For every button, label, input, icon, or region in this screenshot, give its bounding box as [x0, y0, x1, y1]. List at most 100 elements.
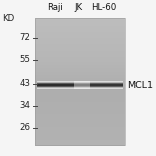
- Bar: [35, 90, 125, 92]
- Bar: [35, 110, 125, 112]
- Bar: [35, 35, 125, 37]
- Bar: [35, 127, 125, 129]
- Bar: [90, 87, 123, 88]
- Bar: [35, 124, 125, 125]
- Bar: [35, 42, 125, 44]
- Bar: [35, 68, 125, 69]
- Bar: [35, 19, 125, 21]
- Bar: [35, 58, 125, 60]
- Bar: [35, 63, 125, 65]
- Text: 43: 43: [20, 80, 30, 88]
- Bar: [35, 130, 125, 132]
- Bar: [35, 31, 125, 32]
- Bar: [35, 102, 125, 103]
- Bar: [35, 49, 125, 50]
- Bar: [35, 29, 125, 30]
- Bar: [90, 82, 123, 83]
- Bar: [35, 125, 125, 127]
- Bar: [35, 62, 125, 64]
- Bar: [74, 83, 90, 84]
- Bar: [35, 74, 125, 76]
- Bar: [35, 76, 125, 78]
- Bar: [35, 131, 125, 133]
- Bar: [35, 71, 125, 73]
- Bar: [35, 52, 125, 53]
- Bar: [74, 87, 90, 88]
- Bar: [90, 84, 123, 85]
- Bar: [35, 61, 125, 63]
- Bar: [35, 123, 125, 124]
- Text: Raji: Raji: [47, 3, 63, 12]
- Bar: [35, 60, 125, 62]
- Text: HL-60: HL-60: [91, 3, 116, 12]
- Bar: [35, 136, 125, 138]
- Bar: [35, 34, 125, 35]
- Bar: [35, 38, 125, 40]
- Bar: [35, 122, 125, 123]
- Bar: [35, 85, 125, 86]
- Bar: [74, 84, 90, 85]
- Bar: [35, 109, 125, 111]
- Bar: [35, 70, 125, 71]
- Bar: [35, 129, 125, 131]
- Bar: [35, 93, 125, 95]
- Bar: [35, 53, 125, 54]
- Text: 34: 34: [20, 102, 30, 110]
- Bar: [35, 104, 125, 105]
- Bar: [35, 56, 125, 58]
- Bar: [35, 65, 125, 66]
- Bar: [35, 69, 125, 70]
- Bar: [35, 96, 125, 98]
- Bar: [35, 36, 125, 38]
- Bar: [35, 134, 125, 136]
- Bar: [35, 67, 125, 68]
- Bar: [35, 91, 125, 93]
- Bar: [90, 83, 123, 84]
- Bar: [74, 85, 90, 86]
- Bar: [35, 78, 125, 80]
- Bar: [35, 101, 125, 102]
- Bar: [90, 83, 123, 84]
- Bar: [35, 144, 125, 146]
- Bar: [35, 133, 125, 135]
- Bar: [35, 106, 125, 107]
- Bar: [37, 83, 74, 84]
- Bar: [35, 66, 125, 67]
- Bar: [35, 72, 125, 73]
- Bar: [90, 85, 123, 86]
- Bar: [35, 41, 125, 43]
- Bar: [35, 113, 125, 115]
- Bar: [35, 18, 125, 20]
- Bar: [37, 83, 74, 84]
- Bar: [35, 84, 125, 85]
- Bar: [35, 121, 125, 122]
- Bar: [35, 32, 125, 33]
- Bar: [35, 33, 125, 34]
- Bar: [35, 73, 125, 75]
- Bar: [74, 86, 90, 87]
- Bar: [35, 43, 125, 45]
- Bar: [35, 55, 125, 57]
- Bar: [90, 86, 123, 87]
- Bar: [35, 86, 125, 87]
- Bar: [35, 116, 125, 118]
- Bar: [35, 51, 125, 52]
- Bar: [35, 59, 125, 61]
- Bar: [35, 112, 125, 114]
- Bar: [35, 79, 125, 81]
- Bar: [35, 87, 125, 88]
- Bar: [90, 84, 123, 85]
- Bar: [35, 25, 125, 27]
- Bar: [35, 44, 125, 46]
- Text: MCL1: MCL1: [127, 80, 153, 90]
- Bar: [37, 84, 74, 85]
- Bar: [74, 81, 90, 82]
- Text: JK: JK: [74, 3, 83, 12]
- Bar: [37, 88, 74, 89]
- Bar: [90, 81, 123, 82]
- Bar: [37, 85, 74, 86]
- Bar: [35, 138, 125, 139]
- Bar: [35, 126, 125, 127]
- Bar: [37, 82, 74, 83]
- Bar: [37, 81, 74, 82]
